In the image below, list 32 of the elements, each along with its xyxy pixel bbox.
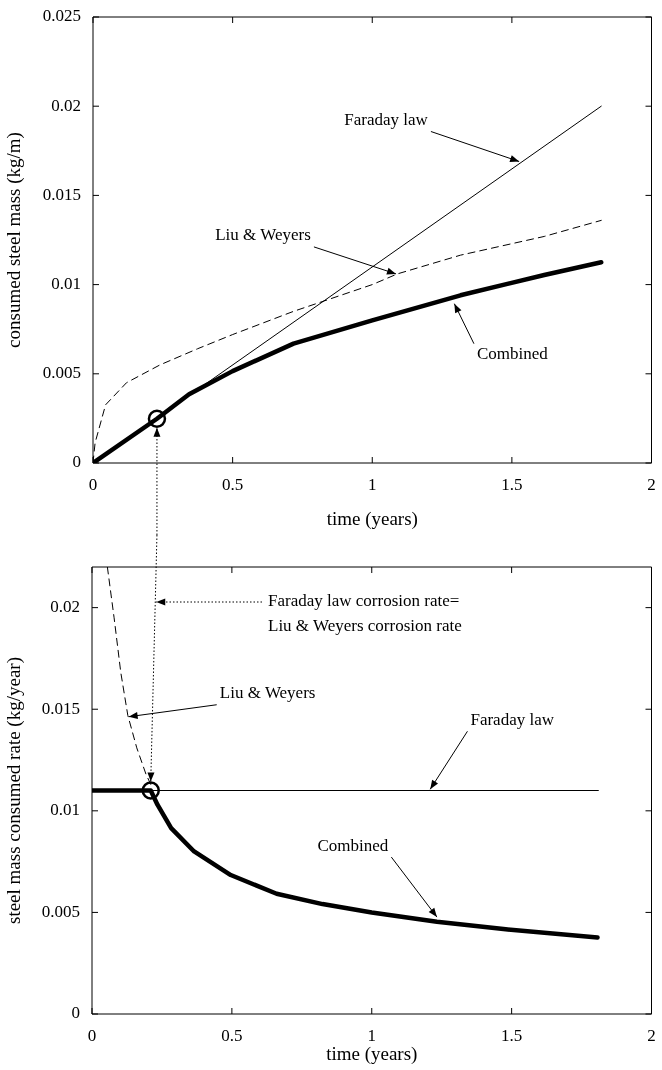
x-tick-label: 1 (368, 474, 377, 494)
y-tick-label: 0.01 (50, 800, 80, 820)
x-tick-label: 0 (88, 474, 98, 494)
annotation: Combined (476, 344, 549, 364)
annotation: Liu & Weyers (215, 225, 311, 245)
x-tick-label: 2 (647, 1025, 656, 1045)
y-axis-title: steel mass consumed rate (kg/year) (3, 657, 26, 924)
x-tick-label: 2 (647, 474, 656, 494)
y-tick-label: 0.005 (41, 901, 80, 921)
x-tick-label: 0.5 (221, 1025, 243, 1045)
y-tick-label: 0.02 (51, 95, 81, 115)
y-tick-label: 0.015 (42, 184, 81, 204)
annotation: Faraday law (470, 709, 555, 729)
y-tick-label: 0.025 (42, 6, 81, 26)
y-tick-label: 0.015 (41, 698, 80, 718)
y-tick-label: 0.005 (42, 363, 81, 383)
y-axis-title: consumed steel mass (kg/m) (3, 132, 26, 348)
x-tick-label: 1 (367, 1025, 376, 1045)
x-axis-title: time (years) (326, 507, 418, 530)
x-tick-label: 1.5 (501, 1025, 523, 1045)
y-tick-label: 0.01 (51, 274, 81, 294)
y-tick-label: 0 (71, 1003, 80, 1023)
x-tick-label: 0.5 (222, 474, 244, 494)
x-tick-label: 1.5 (501, 474, 523, 494)
y-tick-label: 0.02 (50, 597, 80, 617)
annotation: Faraday law corrosion rate= Liu & Weyers corrosion rate (268, 591, 462, 636)
annotation: Liu & Weyers (219, 683, 316, 703)
x-axis-title: time (years) (326, 1042, 418, 1065)
y-tick-label: 0 (72, 452, 81, 472)
annotation: Faraday law (344, 109, 429, 129)
annotation: Combined (317, 835, 389, 855)
x-tick-label: 0 (87, 1025, 97, 1045)
